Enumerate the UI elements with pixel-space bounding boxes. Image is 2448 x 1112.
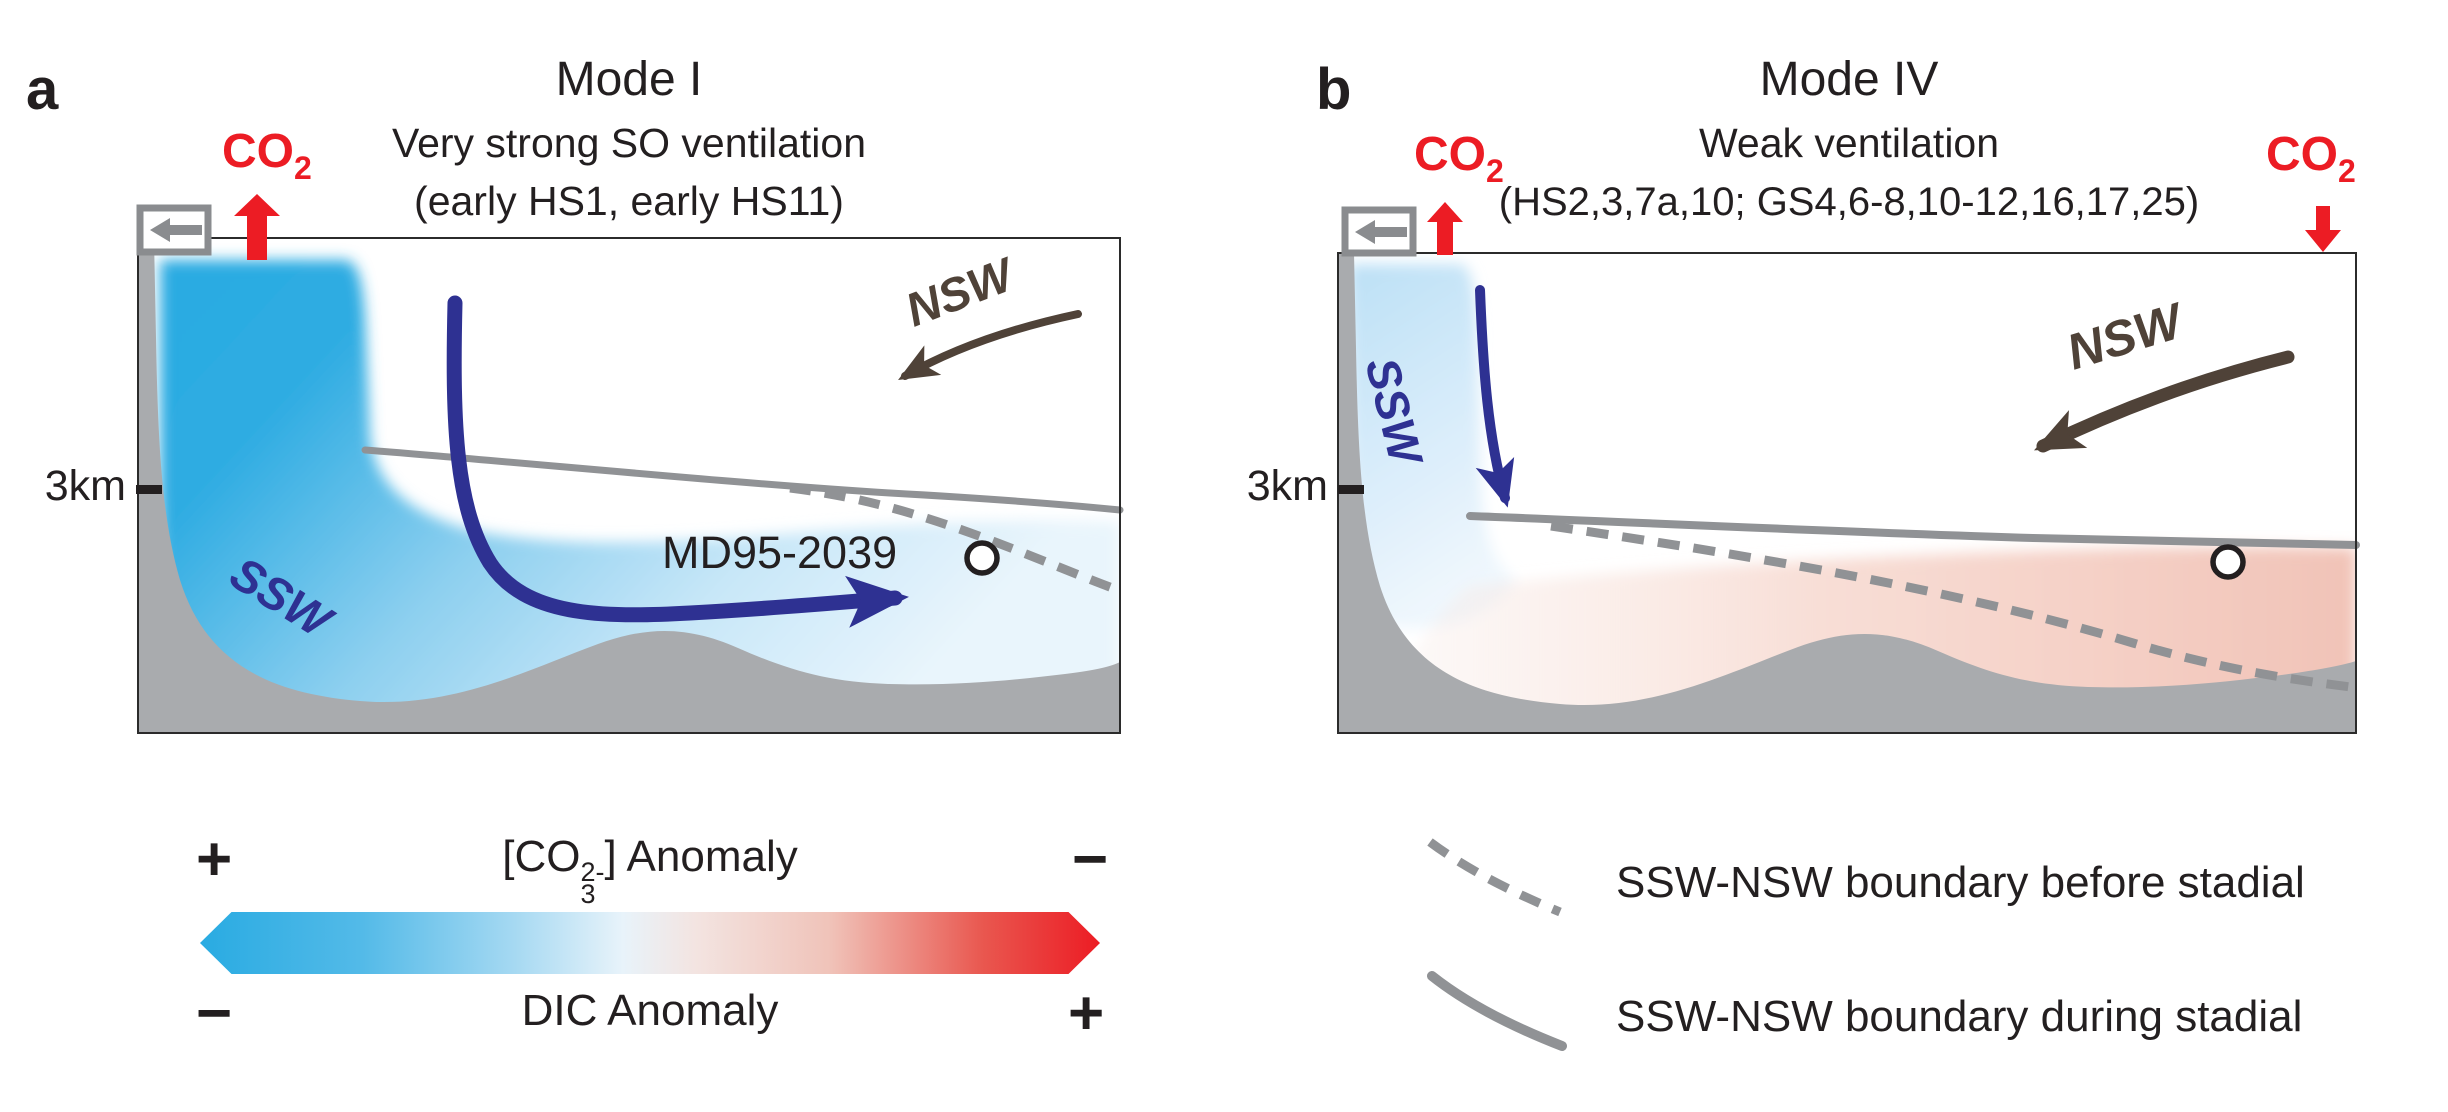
depth-label-b: 3km <box>1246 462 1328 510</box>
boundary-before-stadial-b <box>1550 521 2359 693</box>
boundary-during-stadial-a <box>361 446 1124 514</box>
solid-boundary-swatch <box>1427 971 1567 1051</box>
legend-dashed-label: SSW-NSW boundary before stadial <box>1616 858 2305 907</box>
panel-a-title: Mode I <box>555 53 703 106</box>
boundary-during-stadial-b <box>1466 512 2360 549</box>
co3-prefix: [CO <box>502 832 581 881</box>
depth-tick-a <box>136 485 162 494</box>
co2-sub-a: 2 <box>294 150 312 186</box>
co2-sub-b-left: 2 <box>1486 153 1504 189</box>
outflow-arrow-icon-b <box>1341 206 1417 257</box>
dashed-boundary-swatch <box>1427 838 1562 917</box>
co2-sub-b-right: 2 <box>2338 153 2356 189</box>
colorbar-top-title: [CO 2- 3 ] Anomaly <box>350 832 950 909</box>
colorbar-sign-top-right: − <box>1072 825 1109 894</box>
ssw-flow-arrow-b <box>1475 285 1515 508</box>
outflow-arrow-icon-a <box>136 204 212 256</box>
site-label: MD95-2039 <box>662 527 898 578</box>
depth-tick-b <box>1338 485 1364 494</box>
colorbar-bottom-title: DIC Anomaly <box>521 986 779 1035</box>
panel-a-subtitle: Very strong SO ventilation <box>391 120 867 166</box>
site-marker-circle-b <box>2210 544 2246 580</box>
co2-label-b-left: CO2 <box>1414 127 1504 190</box>
seafloor-a <box>138 238 1120 733</box>
co2-text-b-left: CO <box>1414 128 1486 181</box>
colorbar-sign-bottom-left: − <box>196 979 233 1048</box>
ssw-flow-arrow-a <box>446 295 909 628</box>
co2-up-arrow-icon-b <box>1427 202 1463 255</box>
panel-a-subtitle2: (early HS1, early HS11) <box>414 178 844 224</box>
co2-text-a: CO <box>222 125 294 178</box>
seafloor-b <box>1338 253 2356 733</box>
depth-label-a: 3km <box>44 462 126 510</box>
co2-down-arrow-icon-b <box>2305 206 2341 252</box>
line-legend-swatches <box>1427 838 1567 1051</box>
nsw-flow-arrow-b <box>2033 350 2295 453</box>
ssw-water-column-b <box>1349 264 1517 629</box>
co3-superscript: 2- <box>580 857 605 887</box>
panel-b-subtitle2: (HS2,3,7a,10; GS4,6-8,10-12,16,17,25) <box>1498 180 2200 224</box>
site-marker-circle-a <box>964 540 1000 576</box>
panel-b-label: b <box>1316 57 1352 122</box>
co2-label-a: CO2 <box>222 124 312 187</box>
panel-b-title: Mode IV <box>1759 53 1939 106</box>
co3-suffix: ] Anomaly <box>604 832 798 881</box>
panel-a-label: a <box>26 57 59 122</box>
legend-solid-label: SSW-NSW boundary during stadial <box>1616 992 2303 1041</box>
co2-label-b-right: CO2 <box>2266 127 2356 190</box>
co2-text-b-right: CO <box>2266 128 2338 181</box>
panel-b-graphic <box>1337 202 2360 734</box>
co3-subscript: 3 <box>580 878 596 909</box>
nsw-flow-arrow-a <box>898 310 1082 380</box>
co2-up-arrow-icon-a <box>234 194 280 260</box>
colorbar-sign-top-left: + <box>196 825 233 894</box>
anomaly-colorbar <box>200 912 1100 974</box>
colorbar-sign-bottom-right: + <box>1068 979 1105 1048</box>
panel-a-graphic <box>136 194 1124 734</box>
panel-b-subtitle: Weak ventilation <box>1698 120 2000 166</box>
